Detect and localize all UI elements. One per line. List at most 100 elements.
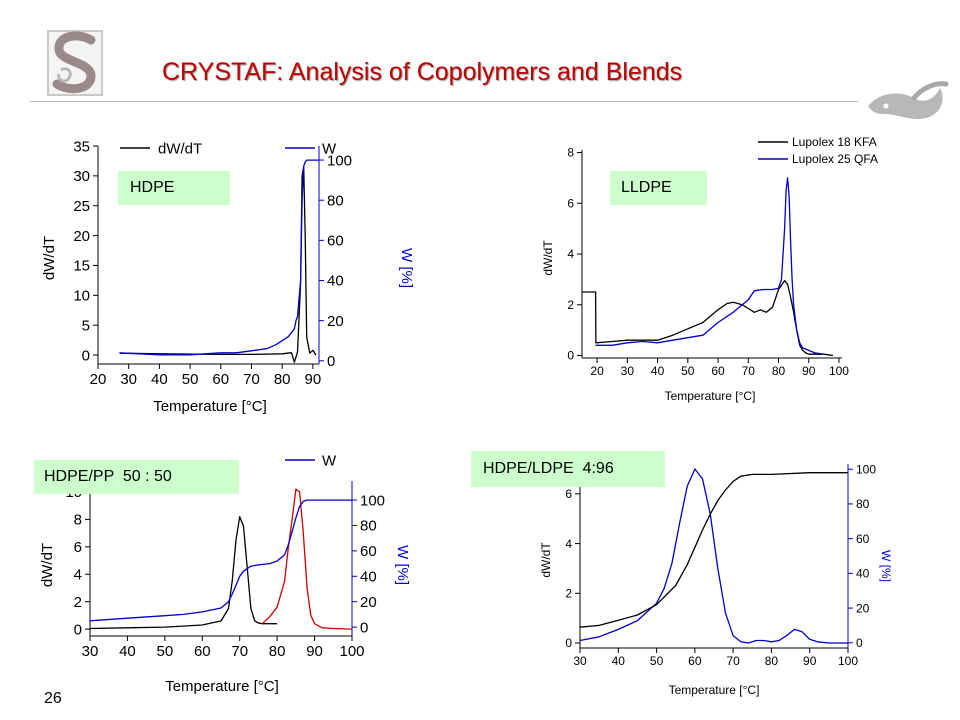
x-tick-label: 70 <box>243 371 260 388</box>
x-tick-label: 30 <box>82 643 99 660</box>
y-tick-label: 2 <box>567 298 574 312</box>
x-tick-label: 70 <box>231 643 248 660</box>
title-divider <box>30 101 858 102</box>
series-line-pp <box>261 488 353 630</box>
y2-tick-label: 100 <box>856 462 876 476</box>
x-tick-label: 90 <box>306 643 323 660</box>
y-tick-label: 0 <box>567 349 574 363</box>
y2-tick-label: 60 <box>360 543 377 560</box>
y-tick-label: 25 <box>73 198 90 215</box>
y-tick-label: 4 <box>74 567 82 584</box>
x-tick-label: 30 <box>573 654 587 668</box>
hdpe-ldpe-label: HDPE/LDPE 4:96 <box>471 451 665 487</box>
x-tick-label: 100 <box>838 654 858 668</box>
series-line-dw-dt <box>579 468 848 644</box>
y2-tick-label: 0 <box>856 636 863 650</box>
y-tick-label: 4 <box>567 247 574 261</box>
x-tick-label: 90 <box>802 364 816 378</box>
series-line-lupolex-18-kfa <box>582 279 833 357</box>
y2-tick-label: 0 <box>360 619 368 636</box>
x-tick-label: 50 <box>182 371 199 388</box>
x-tick-label: 60 <box>194 643 211 660</box>
series-line-w <box>579 472 848 628</box>
y-tick-label: 6 <box>567 196 574 210</box>
hdpe-pp-label: HDPE/PP 50 : 50 <box>34 460 239 494</box>
x-tick-label: 60 <box>212 371 229 388</box>
x-tick-label: 60 <box>711 364 725 378</box>
legend-label: dW/dT <box>158 140 202 157</box>
x-tick-label: 70 <box>726 654 740 668</box>
y-tick-label: 15 <box>73 258 90 275</box>
y-tick-label: 6 <box>74 539 82 556</box>
x-tick-label: 40 <box>119 643 136 660</box>
x-tick-label: 40 <box>651 364 665 378</box>
x-tick-label: 30 <box>621 364 635 378</box>
hdpe-label: HDPE <box>118 171 230 205</box>
y2-tick-label: 20 <box>360 594 377 611</box>
x-tick-label: 80 <box>274 371 291 388</box>
y2-tick-label: 60 <box>327 233 344 250</box>
y2-tick-label: 80 <box>360 518 377 535</box>
x-axis-title: Temperature [°C] <box>153 398 267 415</box>
x-tick-label: 40 <box>151 371 168 388</box>
x-tick-label: 20 <box>90 371 107 388</box>
legend-label: W <box>322 140 337 157</box>
fish-swirl-icon <box>862 70 952 132</box>
y-axis-title: dW/dT <box>39 543 56 587</box>
x-axis-title: Temperature [°C] <box>165 678 279 695</box>
legend-label: Lupolex 25 QFA <box>792 152 878 166</box>
x-axis-title: Temperature [°C] <box>665 389 756 403</box>
y2-tick-label: 80 <box>327 192 344 209</box>
legend-label: W <box>322 452 337 469</box>
x-tick-label: 40 <box>612 654 626 668</box>
series-line-w <box>119 159 319 356</box>
x-axis-title: Temperature [°C] <box>669 683 760 697</box>
x-tick-label: 50 <box>650 654 664 668</box>
y2-tick-label: 20 <box>327 313 344 330</box>
y2-tick-label: 40 <box>856 567 870 581</box>
x-tick-label: 80 <box>765 654 779 668</box>
y-axis-title: dW/dT <box>541 240 555 276</box>
series-line-w <box>89 499 352 622</box>
x-tick-label: 80 <box>772 364 786 378</box>
y-tick-label: 6 <box>565 487 572 501</box>
y2-axis-title: W [%] <box>879 550 893 582</box>
y2-tick-label: 40 <box>327 273 344 290</box>
lldpe-label: LLDPE <box>610 171 707 205</box>
y-tick-label: 35 <box>73 138 90 155</box>
series-line-hdpe <box>89 516 278 630</box>
lldpe-chart: 20 30 40 50 60 70 80 90 100 0 2 4 6 8 Lupolex 18 KFA Lu… <box>541 135 878 403</box>
y-tick-label: 2 <box>74 594 82 611</box>
y-tick-label: 8 <box>74 512 82 529</box>
x-tick-label: 70 <box>742 364 756 378</box>
university-logo-icon <box>47 30 103 96</box>
x-tick-label: 100 <box>339 643 364 660</box>
y2-tick-label: 100 <box>360 492 385 509</box>
y-tick-label: 5 <box>82 317 90 334</box>
x-tick-label: 90 <box>803 654 817 668</box>
series-line-lupolex-25-qfa <box>595 177 824 355</box>
y2-tick-label: 60 <box>856 532 870 546</box>
x-tick-label: 30 <box>120 371 137 388</box>
x-tick-label: 80 <box>269 643 286 660</box>
y-tick-label: 30 <box>73 168 90 185</box>
y2-tick-label: 80 <box>856 497 870 511</box>
y-tick-label: 0 <box>82 347 90 364</box>
x-tick-label: 90 <box>305 371 322 388</box>
x-tick-label: 20 <box>590 364 604 378</box>
legend-label: Lupolex 18 KFA <box>792 135 877 149</box>
y-axis-title: dW/dT <box>41 236 58 280</box>
y-tick-label: 10 <box>73 288 90 305</box>
y-tick-label: 0 <box>565 636 572 650</box>
hdpe-ldpe-chart: 30 40 50 60 70 80 90 1000246020406080100Tempera… <box>539 462 893 697</box>
x-tick-label: 100 <box>829 364 849 378</box>
hdpe-chart: 20 30 40 50 60 70 80 90051015202530350204060801… <box>41 138 415 415</box>
y-tick-label: 20 <box>73 228 90 245</box>
y2-tick-label: 20 <box>856 601 870 615</box>
y-tick-label: 4 <box>565 537 572 551</box>
y2-tick-label: 40 <box>360 569 377 586</box>
y2-tick-label: 100 <box>327 152 352 169</box>
y2-axis-title: W [%] <box>398 248 415 288</box>
x-tick-label: 50 <box>157 643 174 660</box>
series-line-dw-dt <box>119 166 317 363</box>
